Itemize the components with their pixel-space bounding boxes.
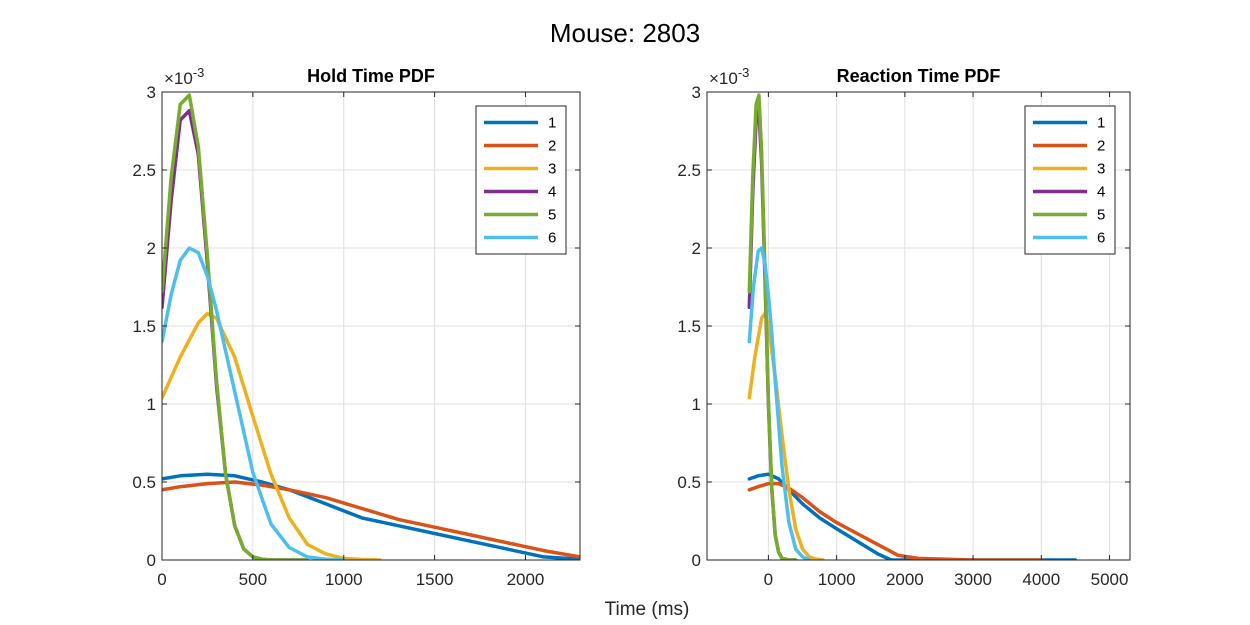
legend-label-1: 1 (1097, 115, 1105, 132)
y-tick-label: 1 (147, 395, 156, 414)
series-line-2 (162, 480, 580, 559)
legend-label-2: 2 (1097, 138, 1105, 155)
series-line-5 (747, 93, 798, 560)
y-tick-label: 2.5 (132, 161, 156, 180)
series-line-6 (747, 246, 812, 560)
legend-label-3: 3 (1097, 161, 1105, 178)
x-tick-label: 2000 (507, 570, 545, 589)
legend-box (475, 105, 567, 255)
x-tick-label: 2000 (886, 570, 924, 589)
y-tick-label: 0 (147, 551, 156, 570)
x-tick-label: 5000 (1091, 570, 1129, 589)
legend-label-5: 5 (1097, 207, 1105, 224)
y-tick-label: 0.5 (677, 473, 701, 492)
y-exponent-label: ×10-3 (709, 65, 749, 88)
x-tick-label: 0 (764, 570, 773, 589)
y-tick-label: 2 (147, 239, 156, 258)
hold-time-axes: 0 500 1000 1500 2000 0 0.5 1 1.5 2 2.5 3 ×10-3 Hold T… (132, 65, 581, 589)
legend-label-5: 5 (548, 207, 556, 224)
y-tick-label: 3 (147, 83, 156, 102)
series-group (747, 93, 1078, 560)
y-tick-label: 0.5 (132, 473, 156, 492)
legend-label-6: 6 (1097, 230, 1105, 247)
legend-label-6: 6 (548, 230, 556, 247)
y-tick-label: 3 (692, 83, 701, 102)
legend-label-2: 2 (548, 138, 556, 155)
y-tick-label: 1.5 (132, 317, 156, 336)
x-tick-label: 1500 (416, 570, 454, 589)
legend: 1 2 3 4 5 6 (475, 105, 567, 255)
series-line-3 (162, 311, 382, 560)
x-tick-label: 500 (239, 570, 267, 589)
y-tick-label: 0 (692, 551, 701, 570)
y-tick-label: 1.5 (677, 317, 701, 336)
x-tick-label: 1000 (818, 570, 856, 589)
axes-title: Reaction Time PDF (837, 66, 1001, 86)
legend-label-4: 4 (548, 184, 556, 201)
x-tick-label: 0 (157, 570, 166, 589)
legend-label-3: 3 (548, 161, 556, 178)
legend-label-1: 1 (548, 115, 556, 132)
figure-title: Mouse: 2803 (550, 18, 700, 48)
y-exponent-label: ×10-3 (164, 65, 204, 88)
x-tick-label: 3000 (954, 570, 992, 589)
y-tick-label: 2 (692, 239, 701, 258)
shared-x-axis-label: Time (ms) (605, 599, 690, 620)
legend-box (1024, 105, 1116, 255)
x-tick-label: 4000 (1022, 570, 1060, 589)
legend: 1 2 3 4 5 6 (1024, 105, 1116, 255)
series-line-3 (747, 311, 825, 560)
reaction-time-axes: 0 1000 2000 3000 4000 5000 0 0.5 1 1.5 2 2.5 3 ×10-3 R… (677, 65, 1131, 589)
y-tick-label: 2.5 (677, 161, 701, 180)
series-line-6 (162, 246, 346, 560)
axes-title: Hold Time PDF (307, 66, 435, 86)
series-line-1 (162, 472, 580, 560)
x-tick-label: 1000 (325, 570, 363, 589)
legend-label-4: 4 (1097, 184, 1105, 201)
y-tick-label: 1 (692, 395, 701, 414)
